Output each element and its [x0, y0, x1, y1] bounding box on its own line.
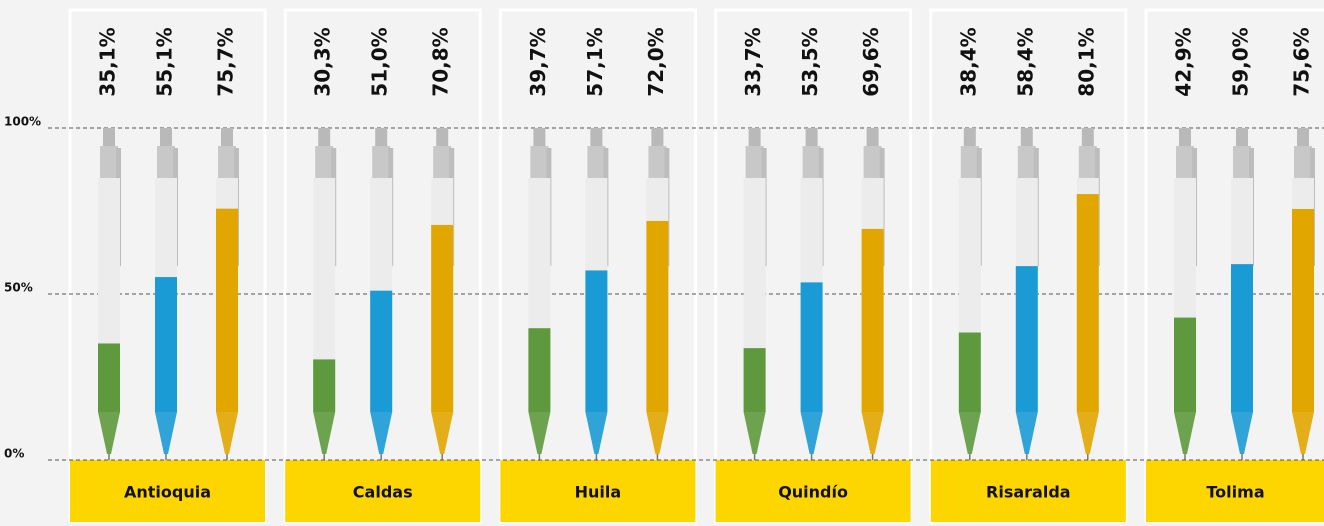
pen-top: [1078, 146, 1097, 178]
data-label: 53,5%: [798, 27, 822, 96]
data-label: 42,9%: [1172, 27, 1196, 96]
category-box: [1146, 460, 1324, 522]
pen-tip: [313, 412, 336, 454]
bar: [1015, 266, 1038, 412]
pen-tip: [958, 412, 981, 454]
pen-top: [315, 146, 334, 178]
pen-top: [433, 146, 452, 178]
pen-tip: [861, 412, 884, 454]
data-label: 30,3%: [311, 27, 335, 96]
pen-tip: [1292, 412, 1314, 454]
x-tick-label: Risaralda: [986, 483, 1071, 502]
pen-tip: [155, 412, 177, 454]
pen-top: [745, 146, 764, 178]
pen-tip: [585, 412, 608, 454]
bar: [216, 208, 238, 412]
bar: [1231, 264, 1253, 412]
pen-top: [648, 146, 667, 178]
pen-tip: [1015, 412, 1038, 454]
category-box: [930, 460, 1126, 522]
bar: [1292, 209, 1314, 412]
pen-top: [157, 146, 175, 178]
pen-tip: [370, 412, 393, 454]
pen-tip: [800, 412, 823, 454]
category-box: [715, 460, 911, 522]
data-label: 55,1%: [153, 27, 177, 96]
pen-tip: [216, 412, 238, 454]
data-label: 38,4%: [956, 27, 980, 96]
bar: [313, 359, 336, 412]
bar: [370, 290, 393, 412]
pen-top: [802, 146, 821, 178]
bar: [155, 277, 177, 412]
pen-top: [1233, 146, 1251, 178]
data-label: 57,1%: [583, 27, 607, 96]
category-box: [70, 460, 265, 522]
pen-top: [1176, 146, 1194, 178]
data-label: 70,8%: [429, 27, 453, 96]
category-box: [285, 460, 481, 522]
pen-top: [587, 146, 606, 178]
data-label: 59,0%: [1229, 27, 1253, 96]
bar: [528, 328, 551, 412]
bar: [431, 224, 454, 412]
bar: [585, 270, 608, 412]
data-label: 51,0%: [368, 27, 392, 96]
data-label: 75,6%: [1290, 27, 1314, 96]
pen-body: [313, 178, 336, 412]
pen-tip: [1174, 412, 1196, 454]
bar: [861, 228, 884, 412]
pen-top: [372, 146, 391, 178]
pen-tip: [646, 412, 669, 454]
bar: [1174, 317, 1196, 412]
bar: [958, 332, 981, 412]
bar: [1076, 194, 1099, 412]
pen-top: [1017, 146, 1036, 178]
data-label: 58,4%: [1013, 27, 1037, 96]
data-label: 35,1%: [96, 27, 120, 96]
x-tick-label: Antioquia: [124, 483, 211, 502]
y-tick-label: 0%: [4, 447, 24, 461]
category-box: [500, 460, 696, 522]
data-label: 33,7%: [741, 27, 765, 96]
pen-top: [1294, 146, 1312, 178]
pen-top: [218, 146, 236, 178]
pen-tip: [98, 412, 120, 454]
pen-tip: [528, 412, 551, 454]
data-label: 72,0%: [644, 27, 668, 96]
bar: [646, 220, 669, 412]
bar: [98, 343, 120, 412]
pen-tip: [743, 412, 766, 454]
data-label: 80,1%: [1074, 27, 1098, 96]
pen-tip: [1231, 412, 1253, 454]
pen-top: [960, 146, 979, 178]
x-tick-label: Caldas: [353, 483, 413, 502]
pen-top: [863, 146, 882, 178]
bar: [743, 348, 766, 412]
x-tick-label: Huila: [575, 483, 622, 502]
y-tick-label: 50%: [4, 281, 33, 295]
pen-tip: [1076, 412, 1099, 454]
pen-tip: [431, 412, 454, 454]
x-tick-label: Tolima: [1206, 483, 1264, 502]
y-tick-label: 100%: [4, 115, 41, 129]
pen-top: [530, 146, 549, 178]
bar: [800, 282, 823, 412]
pen-top: [100, 146, 118, 178]
data-label: 75,7%: [214, 27, 238, 96]
data-label: 39,7%: [526, 27, 550, 96]
x-tick-label: Quindío: [778, 483, 848, 502]
data-label: 69,6%: [859, 27, 883, 96]
